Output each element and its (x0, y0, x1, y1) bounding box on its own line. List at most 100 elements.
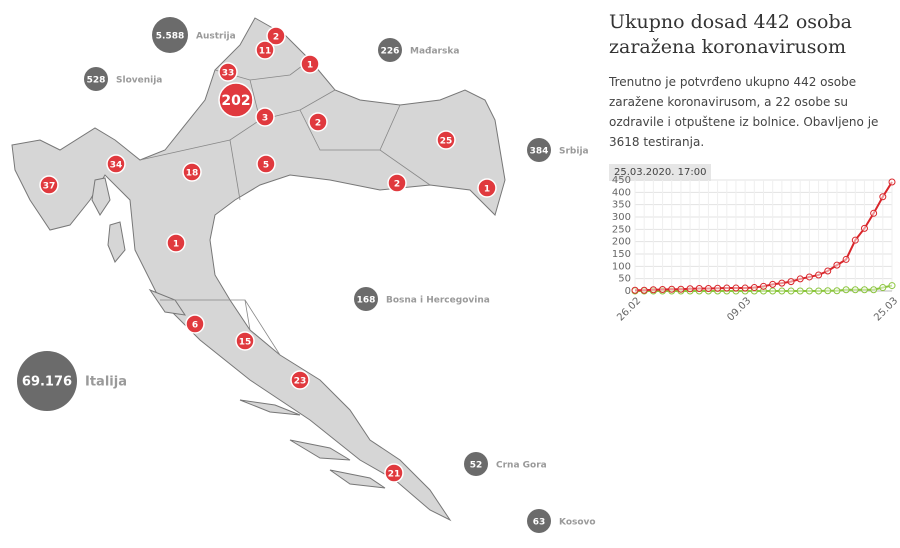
y-tick-label: 300 (612, 212, 631, 223)
y-tick-label: 400 (612, 187, 631, 198)
county-count: 6 (192, 321, 198, 331)
series-point (704, 285, 712, 293)
y-tick-label: 200 (612, 237, 631, 248)
county-count: 2 (315, 119, 321, 129)
x-tick-label: 26.02 (615, 295, 643, 323)
country-name: Bosna i Hercegovina (386, 296, 490, 306)
county-count: 3 (262, 114, 268, 124)
county-bubble (218, 82, 254, 118)
country-name: Kosovo (559, 518, 596, 528)
country-count: 69.176 (22, 375, 72, 390)
county-count: 18 (186, 169, 199, 179)
country-count: 528 (87, 76, 106, 86)
county-count: 1 (307, 61, 313, 71)
county-bubble (300, 54, 320, 74)
series-point (732, 284, 740, 292)
series-point (870, 209, 878, 217)
series-point (787, 287, 795, 295)
series-point (668, 285, 676, 293)
country-bubble (527, 138, 551, 162)
series-point (824, 287, 832, 295)
country-bubble (378, 38, 402, 62)
country-name: Mađarska (410, 47, 459, 57)
series-point (888, 282, 896, 290)
country-name: Crna Gora (496, 461, 547, 471)
county-bubble (166, 233, 186, 253)
series-point (769, 280, 777, 288)
country-count: 52 (470, 461, 483, 471)
county-count: 33 (222, 69, 235, 79)
series-point (888, 178, 896, 186)
series-point (695, 285, 703, 293)
y-tick-label: 150 (612, 249, 631, 260)
county-bubble (384, 463, 404, 483)
series-point (631, 286, 639, 294)
series-point (760, 282, 767, 290)
series-point (851, 286, 859, 294)
county-count: 202 (221, 93, 250, 109)
county-count: 37 (43, 182, 56, 192)
series-point (833, 287, 841, 295)
series-point (842, 255, 850, 263)
county-bubble (39, 175, 59, 195)
county-count: 23 (294, 377, 307, 387)
county-bubble (266, 26, 286, 46)
title: Ukupno dosad 442 osoba zaražena koronavi… (609, 11, 852, 58)
croatia-shape (11, 17, 506, 522)
x-tick-label: 25.03 (872, 295, 900, 323)
county-bubble (308, 112, 328, 132)
series-point (714, 284, 722, 292)
country-count: 63 (533, 518, 546, 528)
county-bubble (256, 154, 276, 174)
series-point (750, 284, 758, 292)
series-point (769, 287, 777, 295)
x-tick-label: 09.03 (725, 295, 753, 323)
series-point (796, 287, 804, 295)
y-tick-label: 100 (612, 261, 631, 272)
country-name: Slovenija (116, 76, 162, 86)
county-count: 5 (263, 161, 269, 171)
county-count: 34 (110, 161, 123, 171)
series-point (824, 267, 832, 275)
county-count: 2 (273, 33, 279, 43)
y-tick-label: 350 (612, 200, 631, 211)
county-bubble (255, 107, 275, 127)
series-point (787, 278, 795, 286)
series-point (741, 284, 749, 292)
country-count: 384 (530, 147, 549, 157)
country-bubble (17, 351, 77, 411)
series-point (870, 286, 878, 294)
county-bubble (106, 154, 126, 174)
country-name: Austrija (196, 32, 236, 42)
series-point (860, 224, 868, 232)
country-count: 226 (381, 47, 400, 57)
county-bubble (436, 130, 456, 150)
series-point (649, 286, 657, 294)
county-count: 1 (484, 185, 490, 195)
county-bubble (218, 62, 238, 82)
series-point (815, 271, 823, 279)
y-tick-label: 250 (612, 224, 631, 235)
series-point (879, 193, 887, 201)
county-count: 15 (239, 338, 252, 348)
y-tick-label: 0 (625, 286, 631, 297)
country-bubble (84, 67, 108, 91)
country-bubble (354, 287, 378, 311)
series-point (640, 286, 648, 294)
timestamp: 25.03.2020. 17:00 (609, 164, 712, 181)
county-bubble (290, 370, 310, 390)
county-bubble (387, 173, 407, 193)
country-count: 168 (357, 296, 376, 306)
info-panel: Ukupno dosad 442 osoba zaražena koronavi… (609, 10, 897, 181)
county-bubble (182, 162, 202, 182)
series-point (815, 287, 823, 295)
description: Trenutno je potvrđeno ukupno 442 osobe z… (609, 75, 879, 149)
county-count: 21 (388, 470, 401, 480)
y-tick-label: 50 (618, 274, 631, 285)
county-bubble (255, 40, 275, 60)
series-point (805, 273, 813, 281)
country-count: 5.588 (156, 32, 184, 42)
